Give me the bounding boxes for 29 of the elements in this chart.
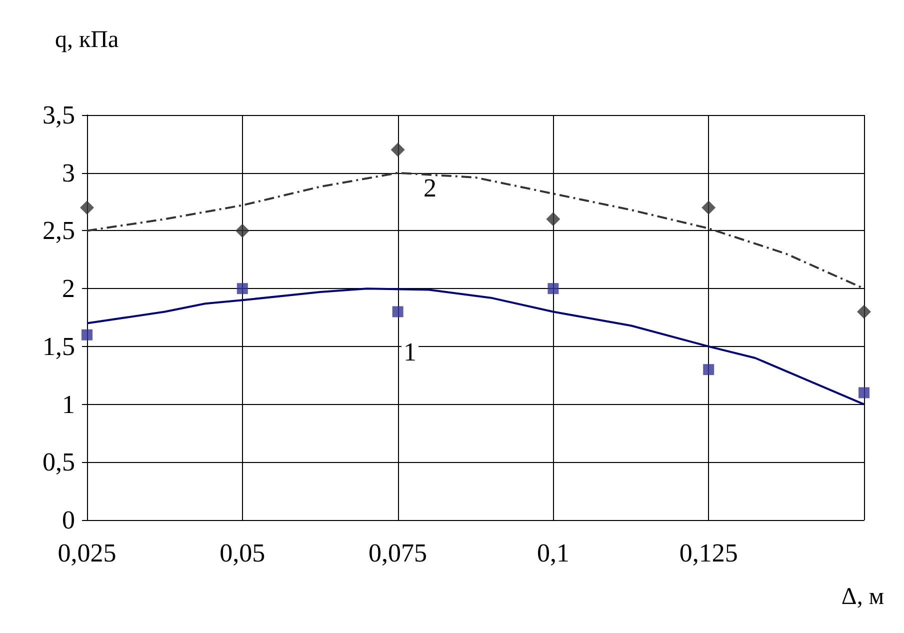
x-tick-label: 0,075 <box>368 538 428 568</box>
point <box>392 306 404 318</box>
y-tick-label: 2 <box>62 274 75 304</box>
point <box>82 329 92 340</box>
y-tick-label: 1,5 <box>42 332 75 361</box>
y-tick-label: 2,5 <box>42 216 75 246</box>
x-tick-label: 0,1 <box>536 538 570 568</box>
point <box>548 283 559 294</box>
point <box>80 200 94 215</box>
point <box>546 212 560 226</box>
y-tick-label: 0 <box>62 506 75 534</box>
annotation: 2 <box>424 174 436 202</box>
point <box>702 200 716 215</box>
x-axis-title: Δ, м <box>841 584 884 610</box>
point <box>703 364 714 376</box>
point <box>236 283 248 294</box>
x-tick-label: 0,025 <box>58 538 116 568</box>
point <box>235 224 250 238</box>
x-tick-label: 0,125 <box>679 538 738 568</box>
y-axis-title: q, кПа <box>55 27 119 53</box>
point <box>390 142 405 157</box>
y-tick-label: 3 <box>62 158 75 188</box>
point <box>858 387 870 398</box>
y-tick-label: 1 <box>62 390 75 419</box>
point <box>857 304 871 319</box>
y-tick-label: 3,5 <box>42 100 75 130</box>
x-tick-label: 0,05 <box>220 538 266 568</box>
y-tick-label: 0,5 <box>42 448 75 477</box>
annotation: 1 <box>404 338 416 366</box>
